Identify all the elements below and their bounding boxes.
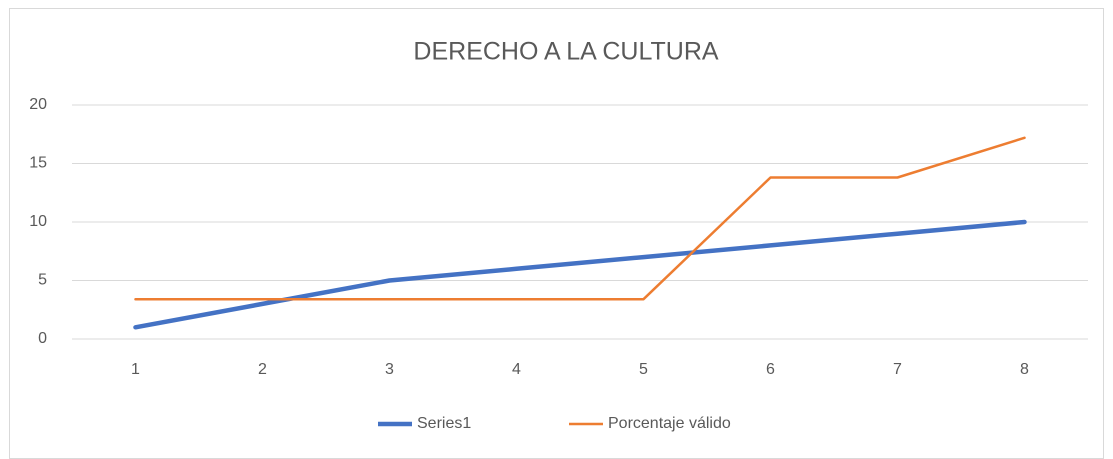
x-tick-label: 1: [131, 361, 140, 378]
x-tick-label: 6: [766, 361, 775, 378]
x-tick-label: 8: [1020, 361, 1029, 378]
chart-frame: [9, 8, 1104, 459]
x-tick-label: 3: [385, 361, 394, 378]
series-line: [134, 136, 1026, 301]
chart-title: DERECHO A LA CULTURA: [413, 38, 719, 66]
y-tick-label: 5: [38, 272, 47, 289]
y-tick-label: 15: [29, 155, 47, 172]
y-tick-label: 20: [29, 96, 47, 113]
y-tick-label: 0: [38, 330, 47, 347]
x-tick-label: 2: [258, 361, 267, 378]
legend-label: Series1: [417, 415, 471, 432]
x-tick-label: 4: [512, 361, 521, 378]
x-tick-label: 5: [639, 361, 648, 378]
legend-label: Porcentaje válido: [608, 415, 731, 432]
x-tick-label: 7: [893, 361, 902, 378]
y-tick-label: 10: [29, 213, 47, 230]
